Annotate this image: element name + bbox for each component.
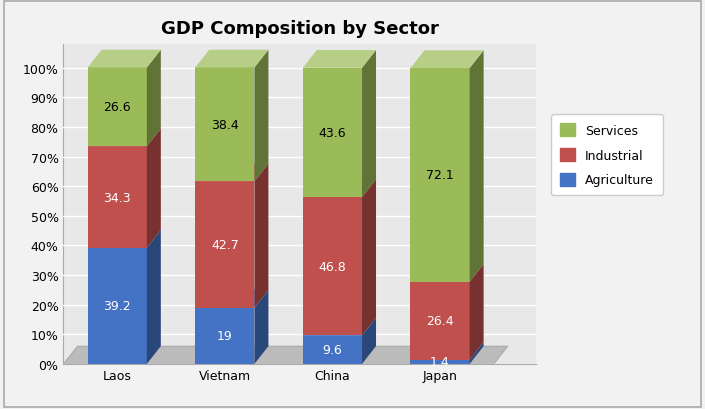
Text: 38.4: 38.4 <box>211 119 239 132</box>
Text: 72.1: 72.1 <box>426 169 454 182</box>
Text: 9.6: 9.6 <box>323 343 343 356</box>
Bar <box>303 69 362 198</box>
Text: 1.4: 1.4 <box>430 355 450 369</box>
Text: 46.8: 46.8 <box>319 260 346 273</box>
Polygon shape <box>195 290 269 308</box>
Polygon shape <box>87 129 161 147</box>
Polygon shape <box>147 231 161 364</box>
Bar <box>410 282 470 360</box>
Polygon shape <box>255 51 269 182</box>
Polygon shape <box>362 180 376 336</box>
Polygon shape <box>255 290 269 364</box>
Polygon shape <box>362 51 376 198</box>
Polygon shape <box>87 51 161 68</box>
Bar <box>87 68 147 147</box>
Bar <box>303 198 362 336</box>
Polygon shape <box>303 51 376 69</box>
Polygon shape <box>362 318 376 364</box>
Polygon shape <box>470 264 484 360</box>
Text: 42.7: 42.7 <box>211 238 239 251</box>
Bar <box>195 308 255 364</box>
Bar <box>195 182 255 308</box>
Polygon shape <box>195 164 269 182</box>
Polygon shape <box>470 342 484 364</box>
Text: 26.4: 26.4 <box>427 315 454 327</box>
Polygon shape <box>147 129 161 248</box>
Polygon shape <box>410 342 484 360</box>
Polygon shape <box>195 51 269 68</box>
Text: 34.3: 34.3 <box>104 191 131 204</box>
Polygon shape <box>147 51 161 147</box>
Polygon shape <box>303 180 376 198</box>
Legend: Services, Industrial, Agriculture: Services, Industrial, Agriculture <box>551 115 663 196</box>
Text: 39.2: 39.2 <box>104 300 131 312</box>
Bar <box>87 248 147 364</box>
Polygon shape <box>87 231 161 248</box>
Polygon shape <box>410 51 484 69</box>
Bar <box>303 336 362 364</box>
Polygon shape <box>410 264 484 282</box>
Bar <box>410 360 470 364</box>
Text: 19: 19 <box>217 330 233 342</box>
Polygon shape <box>255 164 269 308</box>
Text: 26.6: 26.6 <box>104 101 131 114</box>
Title: GDP Composition by Sector: GDP Composition by Sector <box>161 20 439 38</box>
Bar <box>195 68 255 182</box>
Polygon shape <box>303 318 376 336</box>
Text: 43.6: 43.6 <box>319 126 346 139</box>
Bar <box>87 147 147 248</box>
Polygon shape <box>63 346 508 364</box>
Polygon shape <box>470 51 484 282</box>
Bar <box>410 69 470 282</box>
